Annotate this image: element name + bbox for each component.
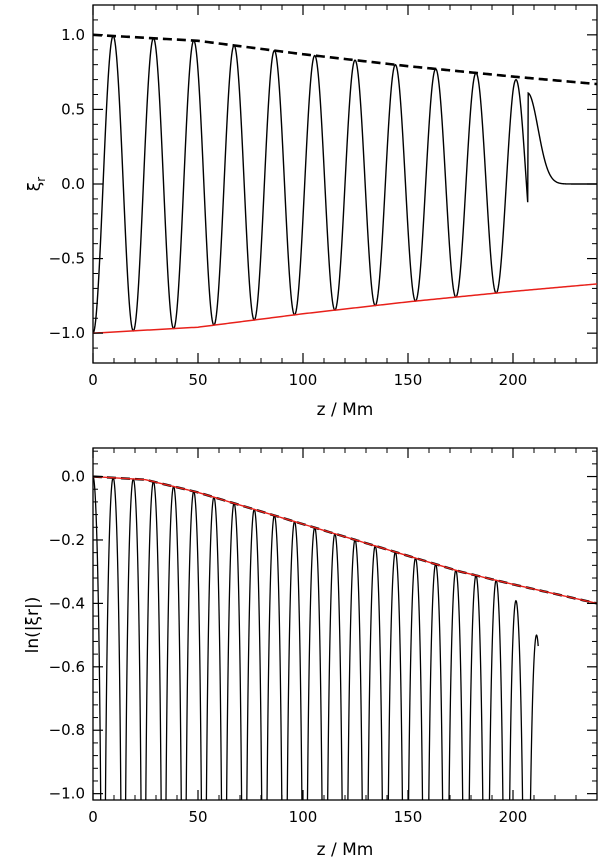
panel-top: 0 50 100 150 200 −1.0 −0.5 0.0 0.5 1.0 z / Mm ξr [25,4,598,420]
svg-text:ξr: ξr [25,177,48,191]
x-tick-label: 150 [394,371,423,389]
x-tick-label: 100 [289,371,318,389]
ticks-top [92,4,598,363]
y-tick-label: −1.0 [49,324,85,342]
envelope-red-bottom [92,475,598,605]
y-tick-label: 1.0 [61,26,85,44]
upper-envelope-dashed [92,33,598,86]
x-tick-label: 50 [188,808,207,826]
y-tick-label: −0.6 [49,658,85,676]
y-tick-label: −0.5 [49,250,85,268]
y-axis-title-bottom: ln(|ξr|) [23,597,43,654]
y-tick-label: −1.0 [49,785,85,803]
y-tick-label: −0.4 [49,594,85,612]
x-tick-label: 0 [88,808,98,826]
x-tick-label: 200 [499,371,528,389]
y-tick-label: 0.5 [61,100,85,118]
tick-labels-top: 0 50 100 150 200 −1.0 −0.5 0.0 0.5 1.0 [49,26,528,389]
y-tick-label: 0.0 [61,175,85,193]
y-axis-title-top: ξr [25,177,48,191]
y-axis-subscript-top: r [34,177,48,182]
panel-bottom: 0 50 100 150 200 −1.0 −0.8 −0.6 −0.4 −0.2 0.0 z / … [23,447,598,860]
y-axis-symbol-top: ξ [25,182,45,191]
ticks-bottom [92,448,598,800]
y-tick-label: −0.2 [49,531,85,549]
y-tick-label: −0.8 [49,721,85,739]
x-axis-title-bottom: z / Mm [317,840,374,860]
tick-labels-bottom: 0 50 100 150 200 −1.0 −0.8 −0.6 −0.4 −0.2 0.0 [49,468,528,826]
oscillation-curve-top [92,35,597,334]
curves-bottom [92,475,598,800]
y-tick-label: 0.0 [61,468,85,486]
x-axis-title-top: z / Mm [317,400,374,420]
curves-top [92,33,598,334]
x-tick-label: 50 [188,371,207,389]
x-tick-label: 100 [289,808,318,826]
x-tick-label: 150 [394,808,423,826]
x-tick-label: 0 [88,371,98,389]
lower-envelope-red [92,283,598,334]
ln-oscillation-curve [93,476,539,800]
x-tick-label: 200 [499,808,528,826]
